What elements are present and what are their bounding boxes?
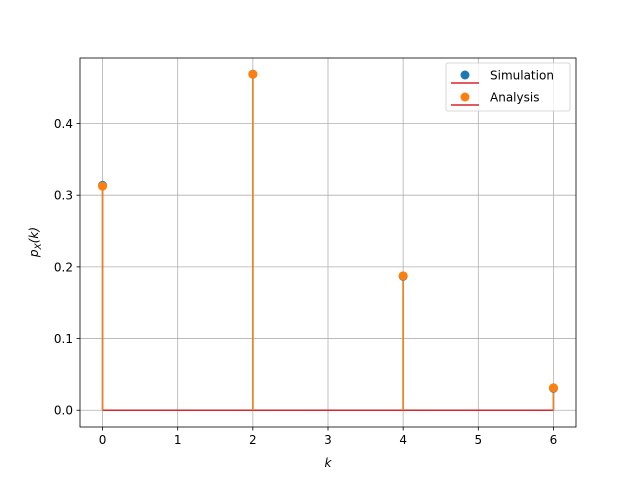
markers — [98, 69, 558, 393]
x-tick-label: 0 — [99, 433, 107, 447]
y-tick-label: 0.1 — [54, 332, 73, 346]
legend: Simulation Analysis — [445, 62, 571, 112]
y-tick-label: 0.4 — [54, 117, 73, 131]
legend-label-0: Simulation — [490, 69, 554, 83]
x-axis-label: k — [325, 456, 333, 470]
marker-1-2 — [398, 271, 408, 281]
y-ticks: 0.0 0.1 0.2 0.3 0.4 — [54, 117, 80, 418]
y-axis-label: pX(k) — [27, 227, 44, 258]
x-ticks: 0 1 2 3 4 5 6 — [99, 427, 558, 447]
x-tick-label: 3 — [324, 433, 332, 447]
x-tick-label: 4 — [399, 433, 407, 447]
legend-marker-0 — [460, 70, 470, 80]
y-tick-label: 0.3 — [54, 189, 73, 203]
x-tick-label: 1 — [174, 433, 182, 447]
legend-label-1: Analysis — [490, 91, 539, 105]
marker-1-3 — [548, 383, 558, 393]
x-tick-label: 6 — [550, 433, 558, 447]
legend-marker-1 — [460, 92, 470, 102]
y-tick-label: 0.2 — [54, 260, 73, 274]
marker-1-1 — [248, 69, 258, 79]
legend-box — [445, 62, 571, 112]
x-tick-label: 2 — [249, 433, 257, 447]
y-tick-label: 0.0 — [54, 404, 73, 418]
marker-1-0 — [98, 181, 108, 191]
x-tick-label: 5 — [474, 433, 482, 447]
stems — [101, 74, 555, 411]
